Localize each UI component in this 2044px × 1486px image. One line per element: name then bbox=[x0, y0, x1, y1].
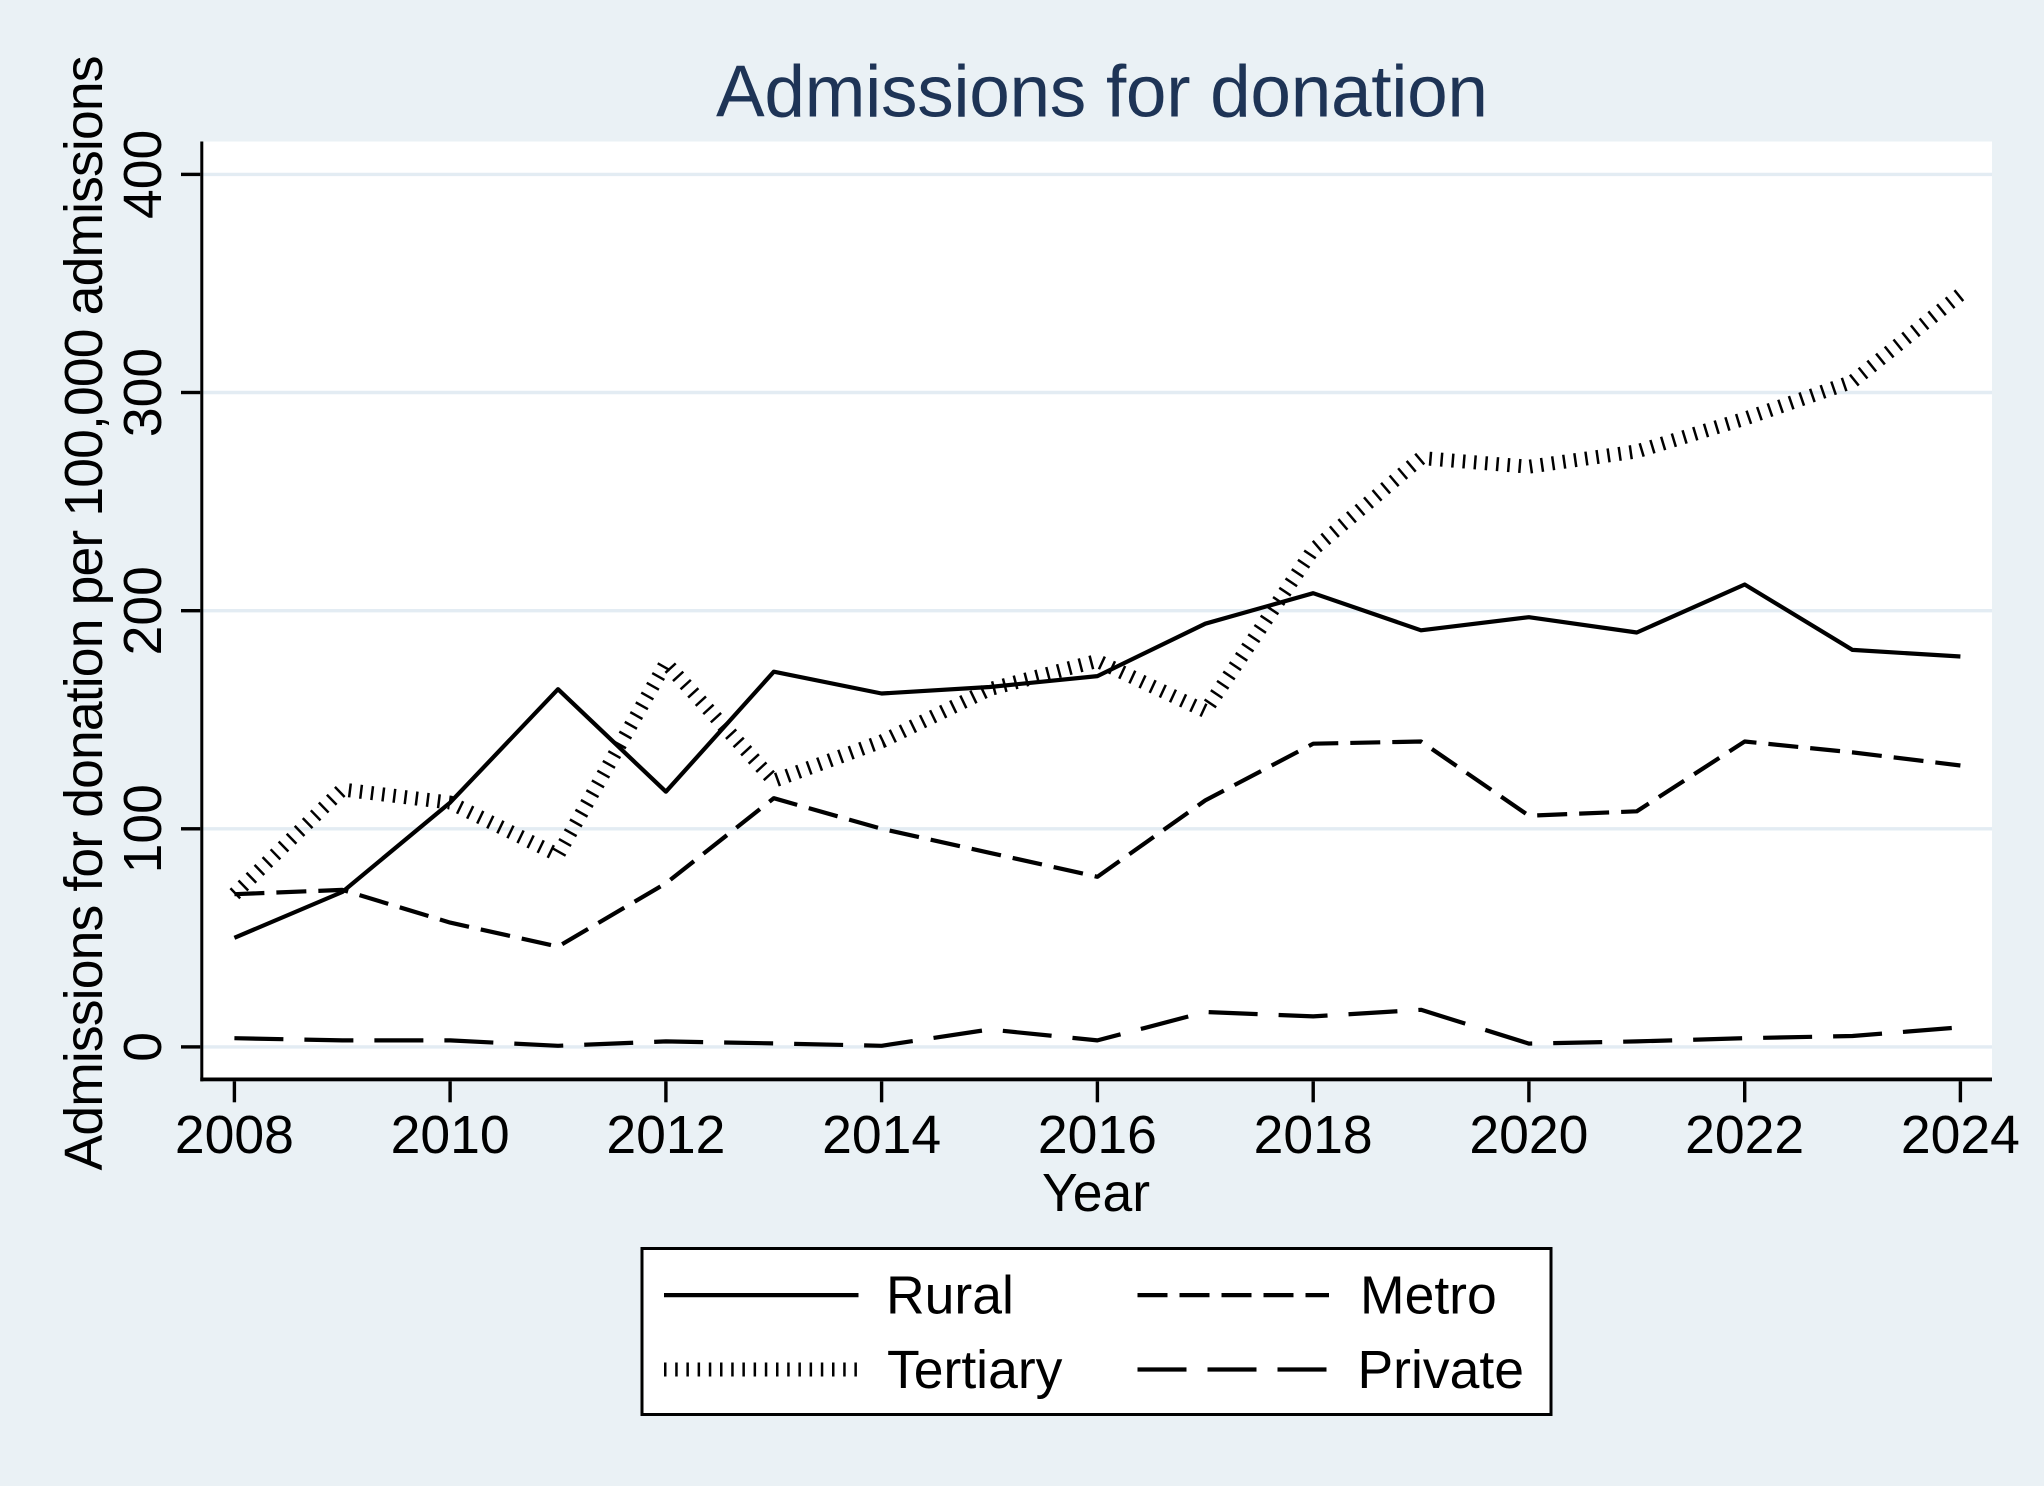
svg-text:2014: 2014 bbox=[822, 1106, 941, 1165]
svg-text:2008: 2008 bbox=[175, 1106, 294, 1165]
svg-text:2010: 2010 bbox=[391, 1106, 510, 1165]
svg-text:2024: 2024 bbox=[1901, 1106, 2020, 1165]
svg-text:Rural: Rural bbox=[886, 1267, 1014, 1326]
svg-text:2016: 2016 bbox=[1038, 1106, 1157, 1165]
svg-text:2020: 2020 bbox=[1469, 1106, 1588, 1165]
svg-text:Admissions for donation: Admissions for donation bbox=[716, 52, 1488, 133]
svg-text:Private: Private bbox=[1358, 1341, 1525, 1400]
svg-text:Tertiary: Tertiary bbox=[887, 1341, 1063, 1400]
svg-text:Admissions for donation per 10: Admissions for donation per 100,000 admi… bbox=[55, 56, 114, 1171]
svg-text:200: 200 bbox=[114, 566, 173, 655]
svg-text:0: 0 bbox=[114, 1032, 173, 1062]
svg-text:Year: Year bbox=[1042, 1164, 1150, 1223]
svg-text:400: 400 bbox=[114, 130, 173, 219]
svg-text:100: 100 bbox=[114, 784, 173, 873]
svg-text:2018: 2018 bbox=[1254, 1106, 1373, 1165]
svg-text:2012: 2012 bbox=[606, 1106, 725, 1165]
svg-text:Metro: Metro bbox=[1360, 1267, 1497, 1326]
svg-text:300: 300 bbox=[114, 348, 173, 437]
svg-text:2022: 2022 bbox=[1685, 1106, 1804, 1165]
